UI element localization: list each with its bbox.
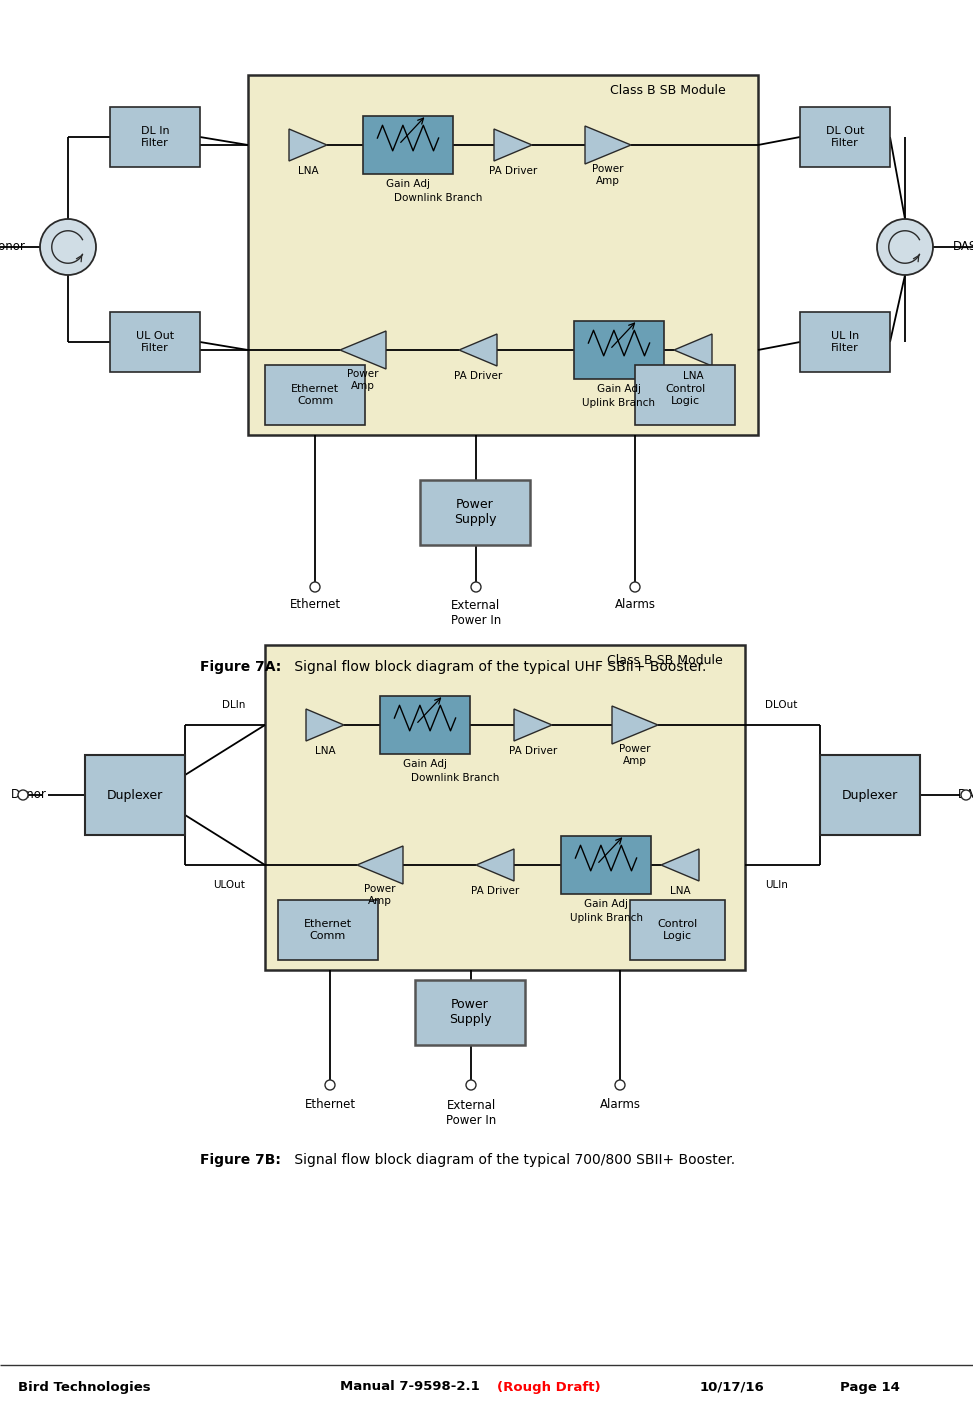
Text: Power
Amp: Power Amp — [593, 164, 624, 185]
Text: Uplink Branch: Uplink Branch — [569, 913, 642, 923]
Text: PA Driver: PA Driver — [509, 746, 558, 756]
Text: Control
Logic: Control Logic — [658, 920, 698, 941]
Bar — [85, 756, 185, 835]
Bar — [415, 981, 525, 1046]
Text: Power
Supply: Power Supply — [449, 999, 491, 1026]
Text: Bird Technologies: Bird Technologies — [18, 1381, 151, 1394]
Text: Page 14: Page 14 — [840, 1381, 900, 1394]
Text: Power
Amp: Power Amp — [364, 884, 396, 906]
Polygon shape — [459, 334, 497, 366]
Bar — [820, 756, 920, 835]
Polygon shape — [357, 846, 403, 884]
Bar — [265, 365, 365, 424]
Text: DLOut: DLOut — [765, 700, 798, 710]
Bar — [635, 365, 735, 424]
Bar — [630, 900, 725, 959]
Text: LNA: LNA — [669, 886, 690, 896]
Text: 10/17/16: 10/17/16 — [700, 1381, 765, 1394]
Text: Gain Adj: Gain Adj — [584, 899, 628, 908]
Text: Ethernet
Comm: Ethernet Comm — [291, 385, 339, 406]
Text: ULOut: ULOut — [213, 880, 245, 890]
Circle shape — [630, 582, 640, 591]
Text: Alarms: Alarms — [615, 599, 656, 611]
Text: DL In
Filter: DL In Filter — [141, 126, 169, 147]
Polygon shape — [585, 126, 631, 164]
Text: Ethernet
Comm: Ethernet Comm — [304, 920, 352, 941]
Text: PA Driver: PA Driver — [471, 886, 520, 896]
Bar — [363, 116, 453, 174]
Polygon shape — [661, 849, 699, 882]
Text: DL Out
Filter: DL Out Filter — [826, 126, 864, 147]
Bar — [110, 311, 200, 372]
Text: Control
Logic: Control Logic — [665, 385, 705, 406]
Bar — [574, 321, 664, 379]
Bar — [420, 480, 530, 545]
Polygon shape — [612, 706, 658, 744]
Bar — [380, 696, 470, 754]
Text: Manual 7-9598-2.1: Manual 7-9598-2.1 — [340, 1381, 480, 1394]
Text: Gain Adj: Gain Adj — [403, 758, 447, 768]
Text: Ethernet: Ethernet — [289, 599, 341, 611]
Text: PA Driver: PA Driver — [488, 166, 537, 175]
Text: DAS: DAS — [958, 788, 973, 801]
Text: PA Driver: PA Driver — [453, 371, 502, 381]
Bar — [248, 75, 758, 434]
Text: Downlink Branch: Downlink Branch — [394, 192, 483, 202]
Bar — [265, 645, 745, 971]
Text: External
Power In: External Power In — [450, 599, 501, 627]
Text: Figure 7B:: Figure 7B: — [200, 1153, 281, 1167]
Text: Donor: Donor — [0, 241, 26, 253]
Text: Uplink Branch: Uplink Branch — [583, 398, 656, 408]
Text: External
Power In: External Power In — [446, 1099, 496, 1126]
Text: LNA: LNA — [683, 371, 703, 381]
Circle shape — [310, 582, 320, 591]
Text: Gain Adj: Gain Adj — [597, 383, 641, 393]
Text: Duplexer: Duplexer — [842, 788, 898, 801]
Text: Gain Adj: Gain Adj — [386, 180, 430, 190]
Polygon shape — [340, 331, 386, 369]
Polygon shape — [476, 849, 514, 882]
Polygon shape — [289, 129, 327, 161]
Circle shape — [18, 790, 28, 799]
Polygon shape — [674, 334, 712, 366]
Circle shape — [615, 1080, 625, 1090]
Polygon shape — [306, 709, 344, 741]
Bar — [800, 108, 890, 167]
Text: (Rough Draft): (Rough Draft) — [497, 1381, 600, 1394]
Bar — [278, 900, 378, 959]
Text: LNA: LNA — [298, 166, 318, 175]
Circle shape — [325, 1080, 335, 1090]
Text: Class B SB Module: Class B SB Module — [607, 655, 723, 668]
Text: UL In
Filter: UL In Filter — [831, 331, 859, 352]
Bar — [110, 108, 200, 167]
Circle shape — [40, 219, 96, 275]
Text: UL Out
Filter: UL Out Filter — [136, 331, 174, 352]
Circle shape — [877, 219, 933, 275]
Circle shape — [961, 790, 971, 799]
Text: Signal flow block diagram of the typical UHF SBII+ Booster.: Signal flow block diagram of the typical… — [290, 659, 706, 674]
Text: LNA: LNA — [314, 746, 336, 756]
Polygon shape — [494, 129, 532, 161]
Text: Ethernet: Ethernet — [305, 1098, 355, 1112]
Text: Alarms: Alarms — [599, 1098, 640, 1112]
Text: DAS: DAS — [953, 241, 973, 253]
Text: Downlink Branch: Downlink Branch — [411, 773, 499, 782]
Text: Signal flow block diagram of the typical 700/800 SBII+ Booster.: Signal flow block diagram of the typical… — [290, 1153, 736, 1167]
Text: Power
Amp: Power Amp — [347, 369, 378, 391]
Text: Power
Supply: Power Supply — [453, 498, 496, 526]
Text: Figure 7A:: Figure 7A: — [200, 659, 281, 674]
Text: ULIn: ULIn — [765, 880, 788, 890]
Text: DLIn: DLIn — [222, 700, 245, 710]
Bar — [800, 311, 890, 372]
Circle shape — [466, 1080, 476, 1090]
Circle shape — [471, 582, 481, 591]
Text: Duplexer: Duplexer — [107, 788, 163, 801]
Text: Power
Amp: Power Amp — [619, 744, 651, 766]
Polygon shape — [514, 709, 552, 741]
Text: Donor: Donor — [11, 788, 47, 801]
Bar — [561, 836, 651, 894]
Text: Class B SB Module: Class B SB Module — [610, 85, 726, 98]
